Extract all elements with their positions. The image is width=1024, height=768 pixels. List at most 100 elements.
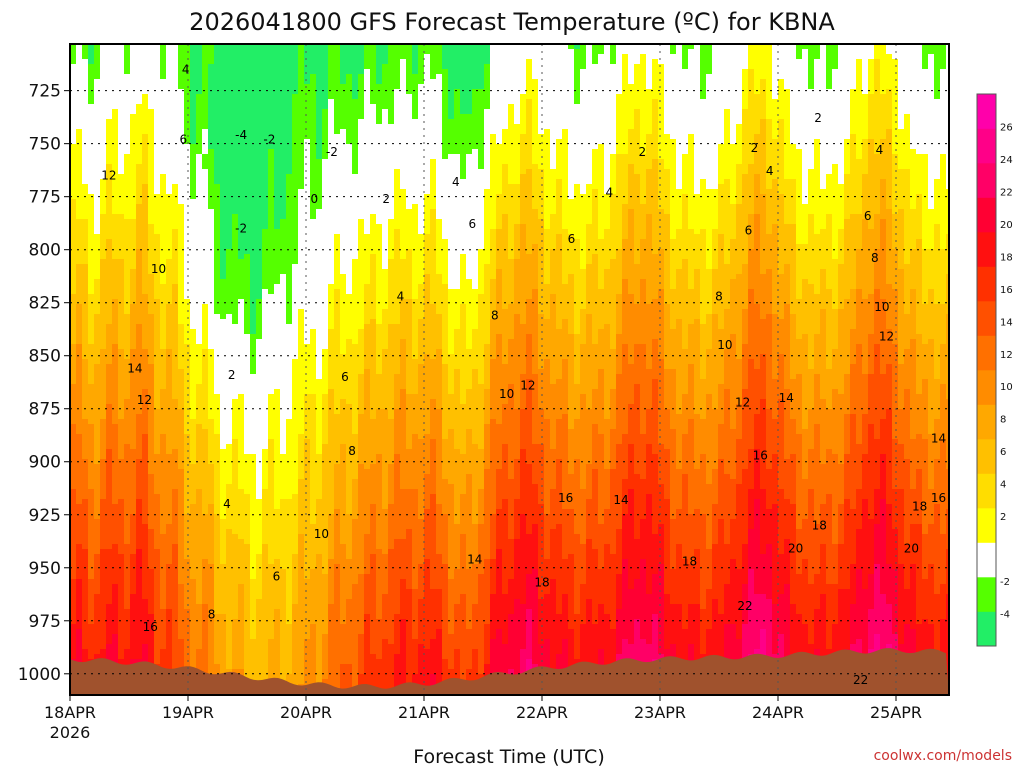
contour-label: 20 [788,542,803,556]
x-axis: 18APR 19APR 20APR 21APR 22APR 23APR 24APR 25APR [44,695,922,722]
plot-frame [69,43,950,696]
contour-label: 22 [853,673,868,687]
contour-label: 4 [766,164,774,178]
colorbar-tick-label: 16 [1000,285,1013,296]
contour-label: 2 [228,368,236,382]
contour-label: 4 [223,497,231,511]
colorbar-tick-label: 6 [1000,447,1006,458]
colorbar-bin [977,163,996,198]
x-tick-label: 24APR [752,703,804,722]
colorbar-tick-label: 12 [1000,350,1013,361]
x-tick-label: 22APR [516,703,568,722]
contour-label: 8 [871,251,879,265]
contour-label: 2 [814,111,822,125]
colorbar-bin [977,266,996,302]
x-tick-label: 19APR [162,703,214,722]
contour-label: 4 [605,185,613,199]
contour-label: 18 [682,554,697,568]
contour-label: 4 [397,289,405,303]
y-tick-label: 725 [29,82,61,102]
colorbar-bin [977,473,996,509]
contour-label: 6 [745,224,753,238]
colorbar-tick-label: 20 [1000,220,1013,231]
y-tick-label: 800 [29,241,61,261]
contour-label: -2 [235,221,247,235]
contour-label: 6 [273,569,281,583]
colorbar-bin [977,542,996,578]
contour-label: 8 [208,607,216,621]
contour-label: 18 [812,518,827,532]
colorbar-bin [977,128,996,164]
contour-label: 16 [753,448,768,462]
x-tick-label: 21APR [398,703,450,722]
contour-label: 18 [912,499,927,513]
contour-label: 12 [137,393,152,407]
contour-label: 2 [638,145,646,159]
y-tick-label: 950 [29,559,61,579]
x-tick-label: 23APR [634,703,686,722]
colorbar-tick-label: 10 [1000,382,1013,393]
contour-label: 6 [469,217,477,231]
contour-label: 4 [452,175,460,189]
contour-label: 0 [310,192,318,206]
colorbar-bin [977,94,996,129]
contour-label: 12 [879,330,894,344]
contour-label: 18 [534,576,549,590]
x-tick-label: 20APR [280,703,332,722]
colorbar-bin [977,611,996,647]
contour-label: 10 [717,338,732,352]
contour-label: 10 [499,387,514,401]
colorbar-bin [977,197,996,233]
y-tick-label: 825 [29,294,61,314]
contour-label: 8 [491,308,499,322]
colorbar-tick-label: 26 [1000,122,1013,133]
colorbar-tick-label: -2 [1000,577,1010,588]
x-tick-label: 18APR [44,703,96,722]
contour-label: 12 [101,168,116,182]
contour-label: 8 [715,289,723,303]
contour-label: 14 [127,361,142,375]
y-tick-label: 1000 [18,665,61,685]
y-tick-label: 750 [29,135,61,155]
contour-label: 6 [864,209,872,223]
colorbar-tick-label: 2 [1000,512,1006,523]
plot-area [70,44,949,695]
contour-label: 16 [558,491,573,505]
colorbar-tick-label: 24 [1000,155,1013,166]
contour-label: 10 [314,527,329,541]
x-year-label: 2026 [50,723,91,742]
y-tick-label: 925 [29,506,61,526]
contour-label: 2 [751,141,759,155]
contour-label: 10 [874,300,889,314]
colorbar-tick-label: 18 [1000,252,1013,263]
chart-title: 2026041800 GFS Forecast Temperature (ºC)… [189,8,835,36]
x-axis-title: Forecast Time (UTC) [413,746,604,768]
colorbar-tick-label: -4 [1000,610,1010,621]
y-tick-label: 975 [29,612,61,632]
contour-label: 4 [182,62,190,76]
contour-label: 14 [779,391,794,405]
contour-label: -4 [235,128,247,142]
y-tick-label: 875 [29,400,61,420]
colorbar-bin [977,439,996,474]
colorbar-frame [976,93,997,647]
colorbar-bin [977,508,996,543]
contour-label: -2 [326,145,338,159]
contour-label: 4 [876,143,884,157]
contour-label: 6 [341,370,349,384]
colorbar-bin [977,232,996,267]
site-credit[interactable]: coolwx.com/models [874,748,1012,764]
x-tick-label: 25APR [870,703,922,722]
y-axis: 725 750 775 800 825 850 875 900 925 950 975 1000 [18,82,70,685]
colorbar-bin [977,301,996,336]
y-tick-label: 850 [29,347,61,367]
contour-label: 10 [151,262,166,276]
contour-label: 12 [735,395,750,409]
contour-label: 14 [931,431,946,445]
y-tick-label: 775 [29,188,61,208]
colorbar-bin [977,370,996,405]
contour-label: 12 [520,378,535,392]
